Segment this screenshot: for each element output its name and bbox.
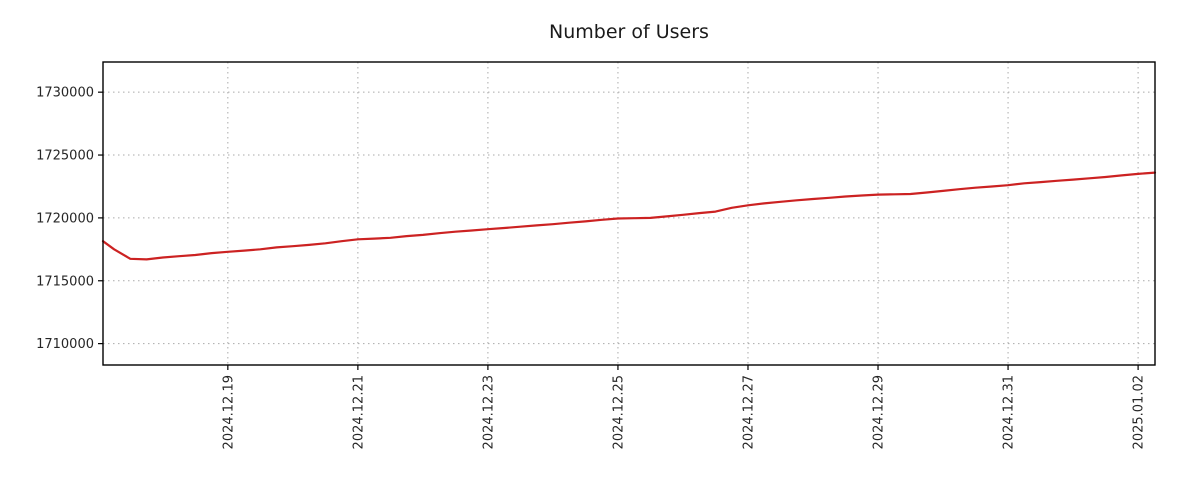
- x-tick-label: 2024.12.25: [611, 375, 626, 449]
- y-tick-label: 1725000: [36, 149, 94, 164]
- grid-layer: [103, 62, 1155, 365]
- data-layer: [101, 171, 1157, 261]
- y-tick-label: 1710000: [36, 337, 94, 352]
- x-tick-label: 2024.12.21: [351, 375, 366, 449]
- x-tick-label: 2024.12.29: [872, 375, 887, 449]
- x-tick-label: 2024.12.19: [221, 375, 236, 449]
- axis-layer: 1710000 1715000 1720000 1725000 1730000 2024.…: [36, 61, 1156, 449]
- series-line-users: [101, 171, 1157, 261]
- x-tick-label: 2024.12.23: [481, 375, 496, 449]
- y-tick-label: 1730000: [36, 86, 94, 101]
- chart-title: Number of Users: [549, 21, 709, 43]
- x-tick-label: 2025.01.02: [1132, 375, 1147, 449]
- y-tick-label: 1715000: [36, 274, 94, 289]
- x-tick-label: 2024.12.31: [1002, 375, 1017, 449]
- y-tick-label: 1720000: [36, 211, 94, 226]
- x-tick-label: 2024.12.27: [741, 375, 756, 449]
- plot-border: [102, 61, 1156, 366]
